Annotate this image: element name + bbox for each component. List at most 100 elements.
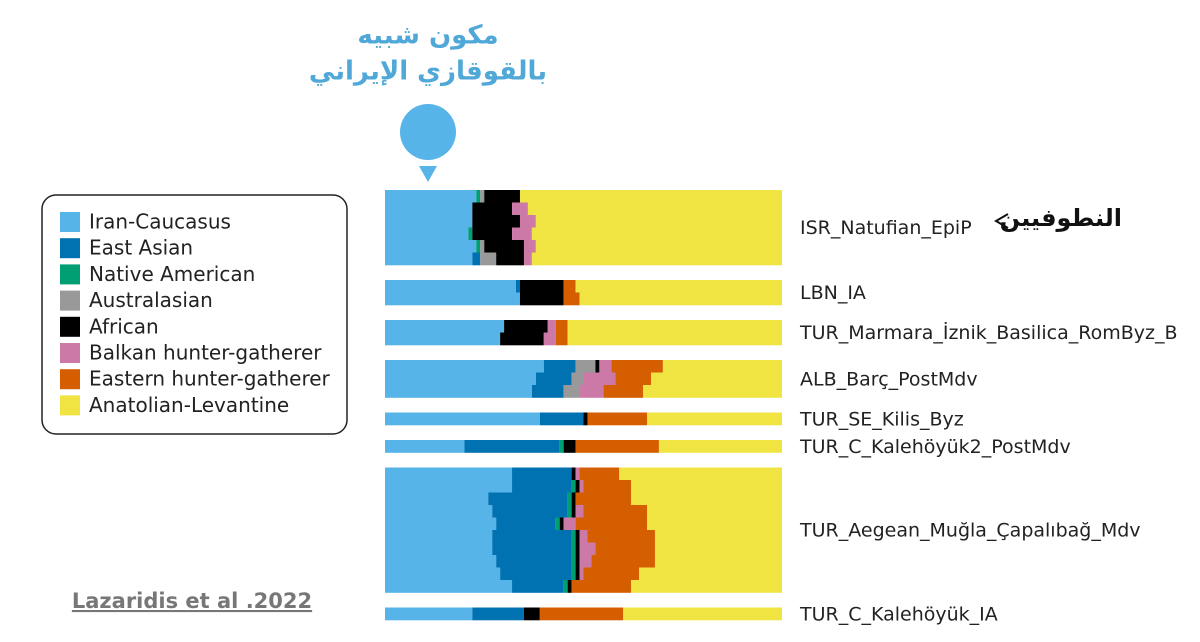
segment <box>579 530 588 543</box>
segment <box>476 240 481 253</box>
segment <box>547 320 556 333</box>
segment <box>579 385 604 398</box>
segment <box>563 280 576 293</box>
segment <box>385 320 505 333</box>
source: Lazaridis et al .2022 <box>72 589 312 613</box>
segment <box>385 252 473 266</box>
segment <box>472 607 524 621</box>
segment <box>385 440 465 453</box>
segment <box>595 360 600 373</box>
segment <box>571 542 576 556</box>
segment <box>500 332 544 346</box>
segment <box>492 505 568 518</box>
segment <box>512 580 564 593</box>
segment <box>385 215 473 228</box>
segment <box>563 385 580 398</box>
segment <box>385 227 469 241</box>
segment <box>543 360 576 373</box>
group-label: LBN_IA <box>800 282 866 304</box>
segment <box>579 555 592 568</box>
segment <box>492 542 572 556</box>
segment <box>575 555 580 568</box>
segment <box>516 280 520 293</box>
segment <box>583 505 648 518</box>
legend-label: Iran-Caucasus <box>89 210 231 234</box>
legend-swatch <box>60 343 80 363</box>
segment <box>654 530 782 543</box>
segment <box>575 542 580 556</box>
segment <box>519 215 536 228</box>
segment <box>575 467 580 481</box>
segment <box>615 372 651 386</box>
segment <box>535 215 782 228</box>
segment <box>385 280 517 293</box>
segment <box>512 202 528 216</box>
segment <box>488 492 568 506</box>
segment <box>559 517 564 531</box>
group-label: ALB_Barç_PostMdv <box>800 368 978 390</box>
segment <box>623 607 782 621</box>
segment <box>662 360 782 373</box>
segment <box>575 567 580 581</box>
segment <box>587 530 655 543</box>
segment <box>619 467 782 481</box>
group-label: TUR_Aegean_Muğla_Çapalıbağ_Mdv <box>799 520 1141 542</box>
segment <box>567 580 572 593</box>
segment <box>603 385 644 398</box>
segment <box>500 567 572 581</box>
segment <box>535 372 572 386</box>
segment <box>512 467 572 481</box>
segment <box>571 580 632 593</box>
legend-label: East Asian <box>89 236 193 260</box>
segment <box>583 412 588 426</box>
segment <box>583 372 616 386</box>
segment <box>385 567 501 581</box>
segment <box>480 252 497 266</box>
marker-circle <box>400 104 456 160</box>
segment <box>647 412 782 426</box>
annotation: بالقوقازي الإيراني <box>309 57 547 87</box>
segment <box>480 190 485 203</box>
segment <box>575 505 584 518</box>
segment <box>531 227 782 241</box>
segment <box>523 252 532 266</box>
segment <box>563 580 568 593</box>
segment <box>523 607 540 621</box>
segment <box>480 240 485 253</box>
segment <box>571 467 576 481</box>
legend-label: Australasian <box>89 288 213 312</box>
legend-label: Anatolian-Levantine <box>89 393 289 417</box>
segment <box>643 385 782 398</box>
segment <box>385 555 497 568</box>
segment <box>650 372 782 386</box>
segment <box>385 530 493 543</box>
segment <box>531 252 782 266</box>
legend-box <box>41 194 348 435</box>
segment <box>571 480 576 493</box>
segment <box>468 227 473 241</box>
segment <box>563 440 576 453</box>
segment <box>658 440 782 453</box>
segment <box>492 530 572 543</box>
legend-label: Eastern hunter-gatherer <box>89 367 331 391</box>
legend-label: Balkan hunter-gatherer <box>89 341 322 365</box>
segment <box>567 492 572 506</box>
segment <box>567 320 782 333</box>
segment <box>385 517 497 531</box>
segment <box>484 190 520 203</box>
segment <box>631 492 782 506</box>
segment <box>385 190 477 203</box>
legend-swatch <box>60 395 80 416</box>
segment <box>555 320 568 333</box>
segment <box>523 240 536 253</box>
segment <box>385 292 520 306</box>
legend-swatch <box>60 238 80 259</box>
segment <box>531 385 564 398</box>
segment <box>472 215 520 228</box>
segment <box>575 517 648 531</box>
segment <box>611 360 663 373</box>
segment <box>583 480 632 493</box>
segment <box>385 607 473 621</box>
legend-swatch <box>60 264 80 285</box>
segment <box>575 530 580 543</box>
